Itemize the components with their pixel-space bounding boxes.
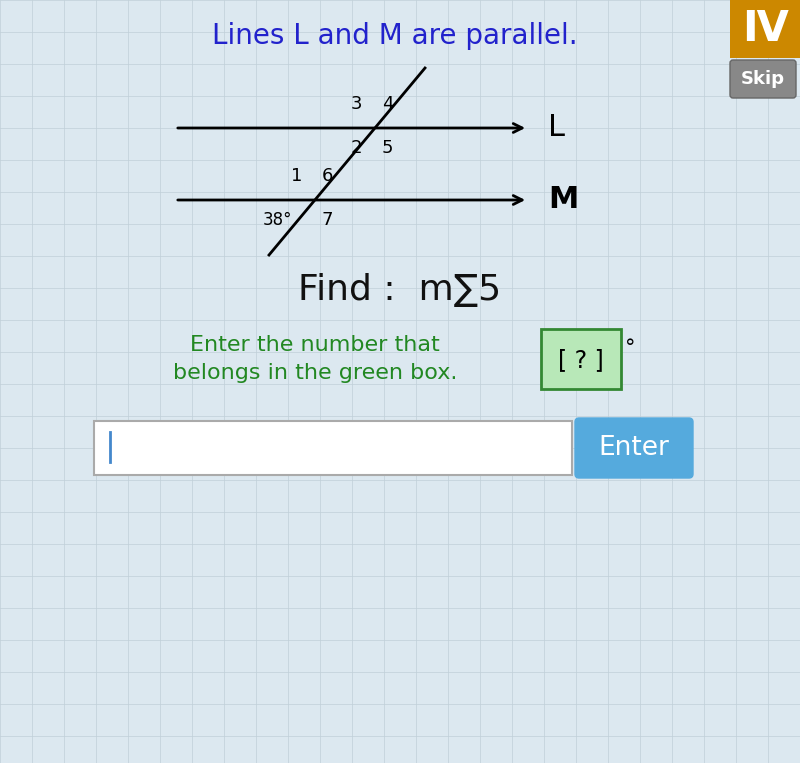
Text: 38°: 38° xyxy=(262,211,292,229)
Text: °: ° xyxy=(625,338,635,358)
Text: Enter the number that: Enter the number that xyxy=(190,335,440,355)
Text: Skip: Skip xyxy=(741,70,785,88)
Text: [ ? ]: [ ? ] xyxy=(558,348,604,372)
Text: 7: 7 xyxy=(322,211,334,229)
FancyBboxPatch shape xyxy=(94,421,572,475)
Text: 6: 6 xyxy=(322,167,334,185)
Text: Enter: Enter xyxy=(598,435,670,461)
Text: belongs in the green box.: belongs in the green box. xyxy=(173,363,457,383)
FancyBboxPatch shape xyxy=(730,0,800,58)
FancyBboxPatch shape xyxy=(730,60,796,98)
Text: 5: 5 xyxy=(382,139,394,157)
Text: Find :  m∑5: Find : m∑5 xyxy=(298,273,502,307)
Text: M: M xyxy=(548,185,578,214)
Text: 2: 2 xyxy=(350,139,362,157)
FancyBboxPatch shape xyxy=(541,329,621,389)
Text: 4: 4 xyxy=(382,95,394,113)
Text: 1: 1 xyxy=(290,167,302,185)
Text: Lines L and M are parallel.: Lines L and M are parallel. xyxy=(212,22,578,50)
Text: 3: 3 xyxy=(350,95,362,113)
FancyBboxPatch shape xyxy=(575,418,693,478)
Text: L: L xyxy=(548,114,565,143)
Text: Ⅳ: Ⅳ xyxy=(742,8,788,50)
